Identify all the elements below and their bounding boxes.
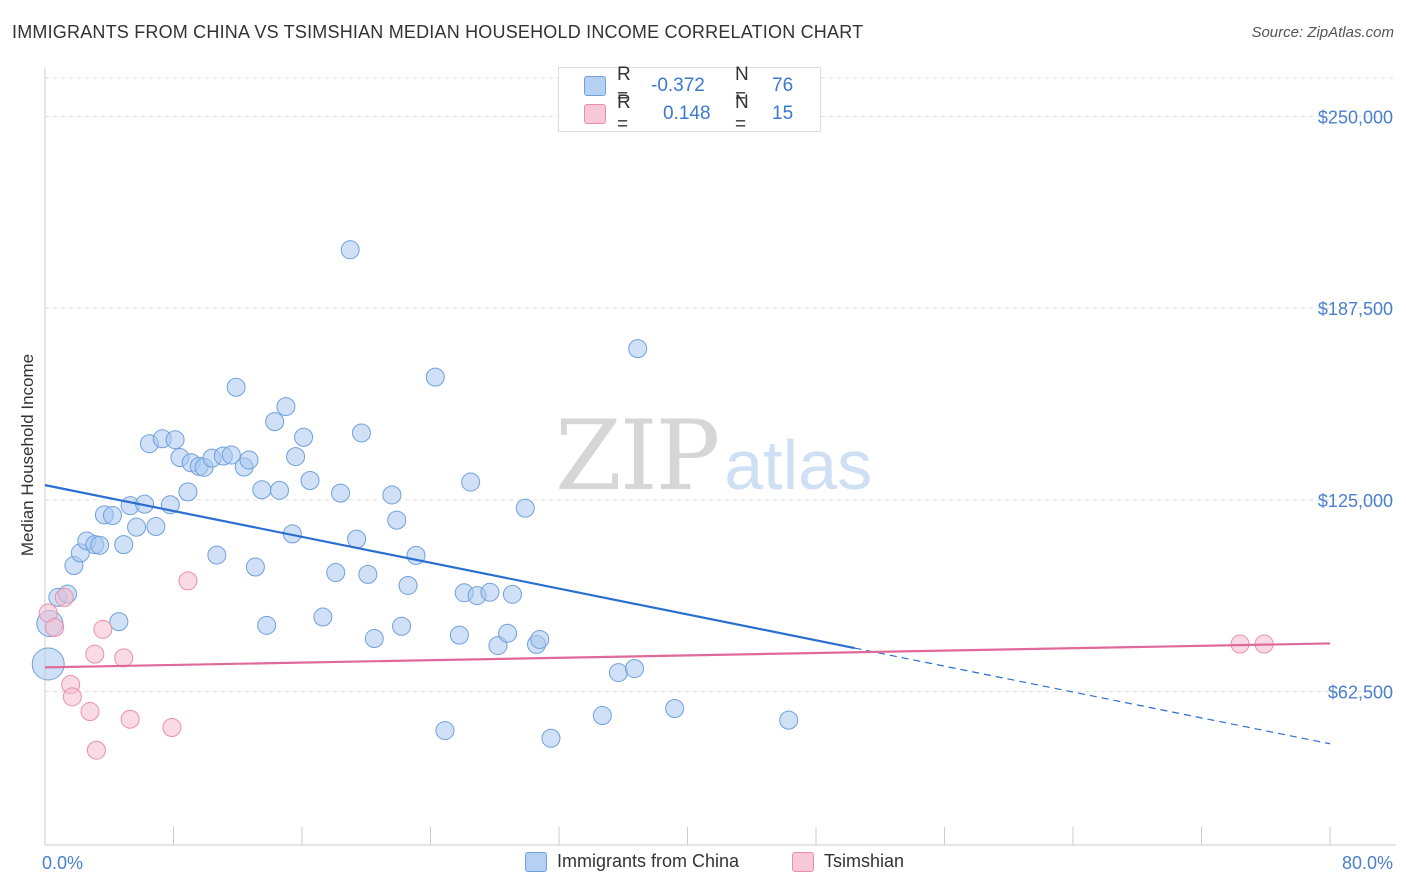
china-point (498, 623, 518, 643)
tsimshian-point (93, 619, 113, 639)
legend-item-china: Immigrants from China (525, 851, 739, 872)
china-point (398, 575, 418, 595)
china-point (31, 647, 65, 681)
china-point (114, 535, 134, 555)
tsimshian-point (120, 709, 140, 729)
correlation-legend: R = -0.372 N = 76 R = 0.148 N = 15 (558, 64, 821, 135)
tsimshian-trend-line (44, 642, 1331, 669)
china-point (313, 607, 333, 627)
x-tick-label: 0.0% (42, 853, 83, 873)
n-label: N = (735, 92, 749, 135)
china-point (221, 445, 241, 465)
china-swatch (584, 76, 606, 96)
tsimshian-point (85, 644, 105, 664)
tsimshian-point (45, 617, 65, 637)
y-tick-label: $187,500 (1318, 299, 1393, 319)
china-point (364, 629, 384, 649)
china-point (480, 582, 500, 602)
china-point (109, 612, 129, 632)
china-point (300, 471, 320, 491)
r-label: R = (617, 92, 631, 135)
china-point (351, 423, 371, 443)
china-point (779, 710, 799, 730)
china-point (347, 529, 367, 549)
n-value: 76 (772, 75, 794, 96)
china-trend-extension (854, 647, 1331, 745)
watermark-zip: ZIP (555, 400, 720, 512)
source-credit: Source: ZipAtlas.com (1251, 24, 1394, 41)
legend-item-tsimshian: Tsimshian (792, 851, 904, 872)
china-point (382, 485, 402, 505)
legend-label: Tsimshian (824, 851, 905, 871)
china-point (515, 498, 535, 518)
china-point (608, 663, 628, 683)
china-point (257, 615, 277, 635)
china-point (541, 728, 561, 748)
x-tick-label: 80.0% (1342, 853, 1393, 873)
china-point (449, 625, 469, 645)
china-point (387, 510, 407, 530)
china-point (628, 339, 648, 359)
china-point (592, 706, 612, 726)
chart-title: IMMIGRANTS FROM CHINA VS TSIMSHIAN MEDIA… (12, 22, 864, 42)
y-tick-label: $250,000 (1318, 107, 1393, 127)
watermark-atlas: atlas (724, 426, 873, 504)
china-point (358, 564, 378, 584)
china-point (146, 517, 166, 537)
china-point (624, 659, 644, 679)
china-point (270, 480, 290, 500)
china-point (286, 447, 306, 467)
china-point (340, 240, 360, 260)
n-label: N = (735, 64, 749, 107)
china-point (90, 535, 110, 555)
y-tick-label: $62,500 (1328, 683, 1393, 703)
china-point (665, 698, 685, 718)
zipatlas-watermark: ZIPatlas (555, 400, 872, 512)
tsimshian-point (114, 648, 134, 668)
china-point (530, 629, 550, 649)
n-value: 15 (772, 103, 794, 124)
china-trend-line (44, 484, 855, 650)
china-point (435, 721, 455, 741)
china-point (392, 616, 412, 636)
china-swatch (525, 851, 547, 872)
china-point (265, 412, 285, 432)
china-point (178, 482, 198, 502)
china-point (165, 430, 185, 450)
tsimshian-point (178, 571, 198, 591)
tsimshian-point (54, 587, 74, 607)
tsimshian-swatch (584, 104, 606, 124)
china-point (276, 397, 296, 417)
china-point (326, 563, 346, 583)
tsimshian-point (62, 687, 82, 707)
china-point (294, 427, 314, 447)
china-point (239, 450, 259, 470)
r-value: 0.148 (663, 103, 711, 124)
tsimshian-point (86, 740, 106, 760)
china-point (245, 557, 265, 577)
china-point (127, 517, 147, 537)
china-point (502, 584, 522, 604)
tsimshian-swatch (792, 851, 814, 872)
r-value: -0.372 (651, 75, 705, 96)
china-point (331, 483, 351, 503)
tsimshian-point (162, 717, 182, 737)
r-label: R = (617, 64, 631, 107)
china-point (226, 377, 246, 397)
legend-label: Immigrants from China (557, 851, 740, 871)
series-legend: Immigrants from China Tsimshian (0, 851, 1406, 877)
china-point (425, 367, 445, 387)
y-tick-label: $125,000 (1318, 491, 1393, 511)
china-point (102, 505, 122, 525)
china-point (252, 480, 272, 500)
tsimshian-point (80, 702, 100, 722)
china-point (461, 472, 481, 492)
china-point (207, 545, 227, 565)
